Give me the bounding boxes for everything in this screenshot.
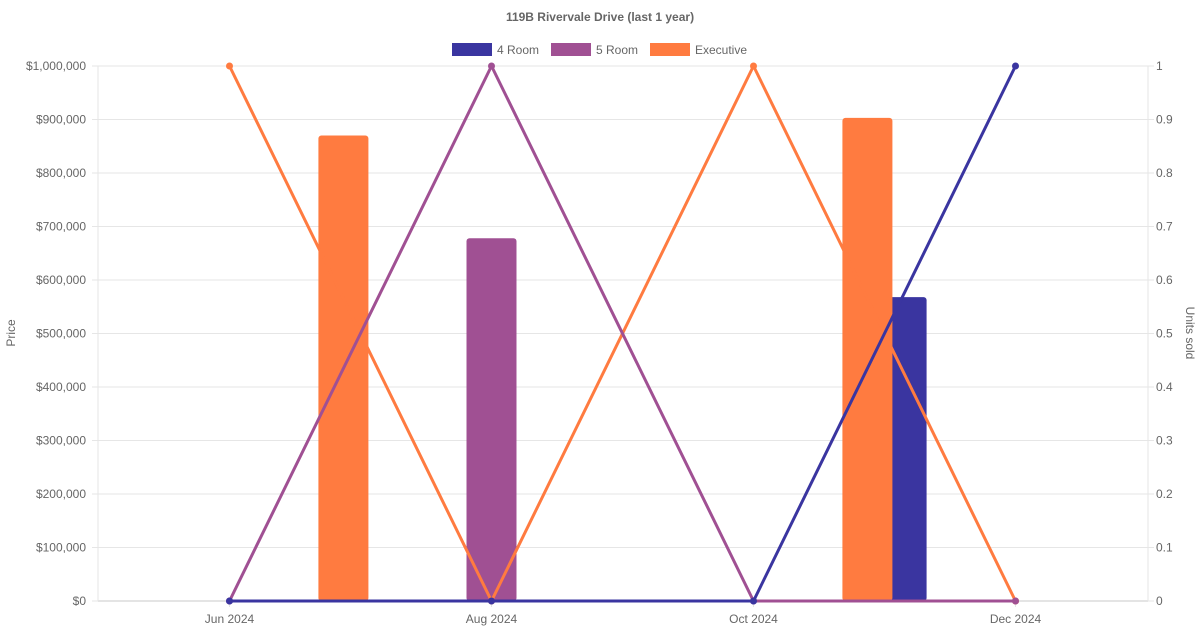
legend: 4 Room 5 Room Executive bbox=[452, 43, 747, 57]
legend-label: 4 Room bbox=[497, 43, 539, 57]
y-tick-label-right: 0.2 bbox=[1156, 487, 1173, 501]
y-tick-label-right: 1 bbox=[1156, 59, 1163, 73]
price-bar bbox=[842, 117, 893, 602]
y-tick-label-left: $200,000 bbox=[36, 487, 86, 501]
y-tick-label-right: 0.6 bbox=[1156, 273, 1173, 287]
x-tick-label: Dec 2024 bbox=[990, 612, 1042, 626]
chart-title: 119B Rivervale Drive (last 1 year) bbox=[506, 10, 694, 24]
units-line bbox=[229, 65, 1017, 603]
units-point bbox=[1012, 597, 1019, 605]
y-tick-label-left: $500,000 bbox=[36, 327, 86, 341]
price-bar bbox=[466, 238, 517, 601]
y-tick-label-left: $600,000 bbox=[36, 273, 86, 287]
x-tick-label: Aug 2024 bbox=[466, 612, 518, 626]
y-tick-label-right: 0.8 bbox=[1156, 166, 1173, 180]
y-tick-label-left: $700,000 bbox=[36, 220, 86, 234]
x-tick-label: Oct 2024 bbox=[729, 612, 778, 626]
legend-label: 5 Room bbox=[596, 43, 638, 57]
grid bbox=[92, 65, 1154, 602]
y-tick-label-left: $1,000,000 bbox=[26, 59, 86, 73]
units-line bbox=[228, 64, 1016, 603]
y-axis-right-label: Units sold bbox=[1183, 307, 1197, 360]
x-axis: Jun 2024 Aug 2024 Oct 2024 Dec 2024 bbox=[205, 601, 1042, 626]
y-tick-label-right: 0.1 bbox=[1156, 541, 1173, 555]
y-tick-label-left: $800,000 bbox=[36, 166, 86, 180]
y-tick-label-right: 0.3 bbox=[1156, 434, 1173, 448]
y-tick-label-left: $100,000 bbox=[36, 541, 86, 555]
units-point bbox=[226, 62, 233, 70]
y-tick-label-right: 0.5 bbox=[1156, 327, 1173, 341]
y-axis-right: 0 0.1 0.2 0.3 0.4 0.5 0.6 0.7 0.8 0.9 1 bbox=[1156, 59, 1173, 608]
y-tick-label-right: 0.7 bbox=[1156, 220, 1173, 234]
lines bbox=[226, 62, 1019, 605]
x-tick-label: Jun 2024 bbox=[205, 612, 255, 626]
y-tick-label-left: $900,000 bbox=[36, 113, 86, 127]
legend-swatch bbox=[452, 43, 492, 56]
y-axis-left-label: Price bbox=[4, 319, 18, 347]
y-tick-label-left: $400,000 bbox=[36, 380, 86, 394]
legend-label: Executive bbox=[695, 43, 747, 57]
units-point bbox=[750, 62, 757, 70]
y-tick-label-left: $300,000 bbox=[36, 434, 86, 448]
y-axis-left: $0 $100,000 $200,000 $300,000 $400,000 $500,0… bbox=[26, 59, 86, 608]
units-point bbox=[226, 597, 233, 605]
units-point bbox=[1012, 62, 1019, 70]
y-tick-label-right: 0.9 bbox=[1156, 113, 1173, 127]
y-tick-label-right: 0.4 bbox=[1156, 380, 1173, 394]
legend-swatch bbox=[650, 43, 690, 56]
units-point bbox=[750, 597, 757, 605]
units-point bbox=[488, 62, 495, 70]
y-tick-label-left: $0 bbox=[73, 594, 87, 608]
units-point bbox=[488, 597, 495, 605]
legend-swatch bbox=[551, 43, 591, 56]
y-tick-label-right: 0 bbox=[1156, 594, 1163, 608]
bars bbox=[318, 117, 927, 602]
